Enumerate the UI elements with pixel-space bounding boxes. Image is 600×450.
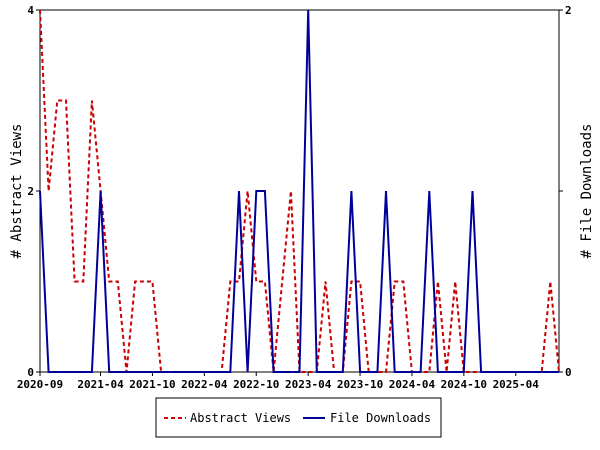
y-right-axis-title: # File Downloads bbox=[579, 124, 595, 259]
x-tick-label: 2021-04 bbox=[77, 378, 124, 391]
legend-label-abstract-views: Abstract Views bbox=[190, 411, 291, 425]
x-tick-label: 2023-10 bbox=[337, 378, 383, 391]
x-tick-label: 2024-04 bbox=[389, 378, 436, 391]
y-right-tick-label: 2 bbox=[565, 4, 572, 17]
x-tick-label: 2021-10 bbox=[129, 378, 175, 391]
y-left-axis-title: # Abstract Views bbox=[9, 124, 25, 259]
x-tick-label: 2020-09 bbox=[17, 378, 63, 391]
x-axis: 2020-09 2021-04 2021-10 2022-04 2022-10 2023-… bbox=[17, 372, 539, 391]
x-tick-label: 2025-04 bbox=[493, 378, 540, 391]
legend-label-file-downloads: File Downloads bbox=[330, 411, 431, 425]
y-left-tick-label: 4 bbox=[27, 4, 34, 17]
y-right-tick-label: 0 bbox=[565, 366, 572, 379]
left-axis: 0 2 4 bbox=[27, 4, 40, 379]
legend-box bbox=[155, 397, 442, 438]
series-layer bbox=[39, 9, 560, 373]
x-tick-label: 2024-10 bbox=[441, 378, 487, 391]
y-left-tick-label: 2 bbox=[27, 185, 34, 198]
x-tick-label: 2023-04 bbox=[285, 378, 332, 391]
plot-area bbox=[39, 9, 560, 373]
x-tick-label: 2022-04 bbox=[181, 378, 228, 391]
right-axis: 02 bbox=[559, 4, 572, 379]
series-line-file-downloads bbox=[39, 9, 559, 373]
legend: Abstract Views File Downloads bbox=[155, 397, 442, 438]
y-left-tick-label: 0 bbox=[27, 366, 34, 379]
x-tick-label: 2022-10 bbox=[233, 378, 279, 391]
